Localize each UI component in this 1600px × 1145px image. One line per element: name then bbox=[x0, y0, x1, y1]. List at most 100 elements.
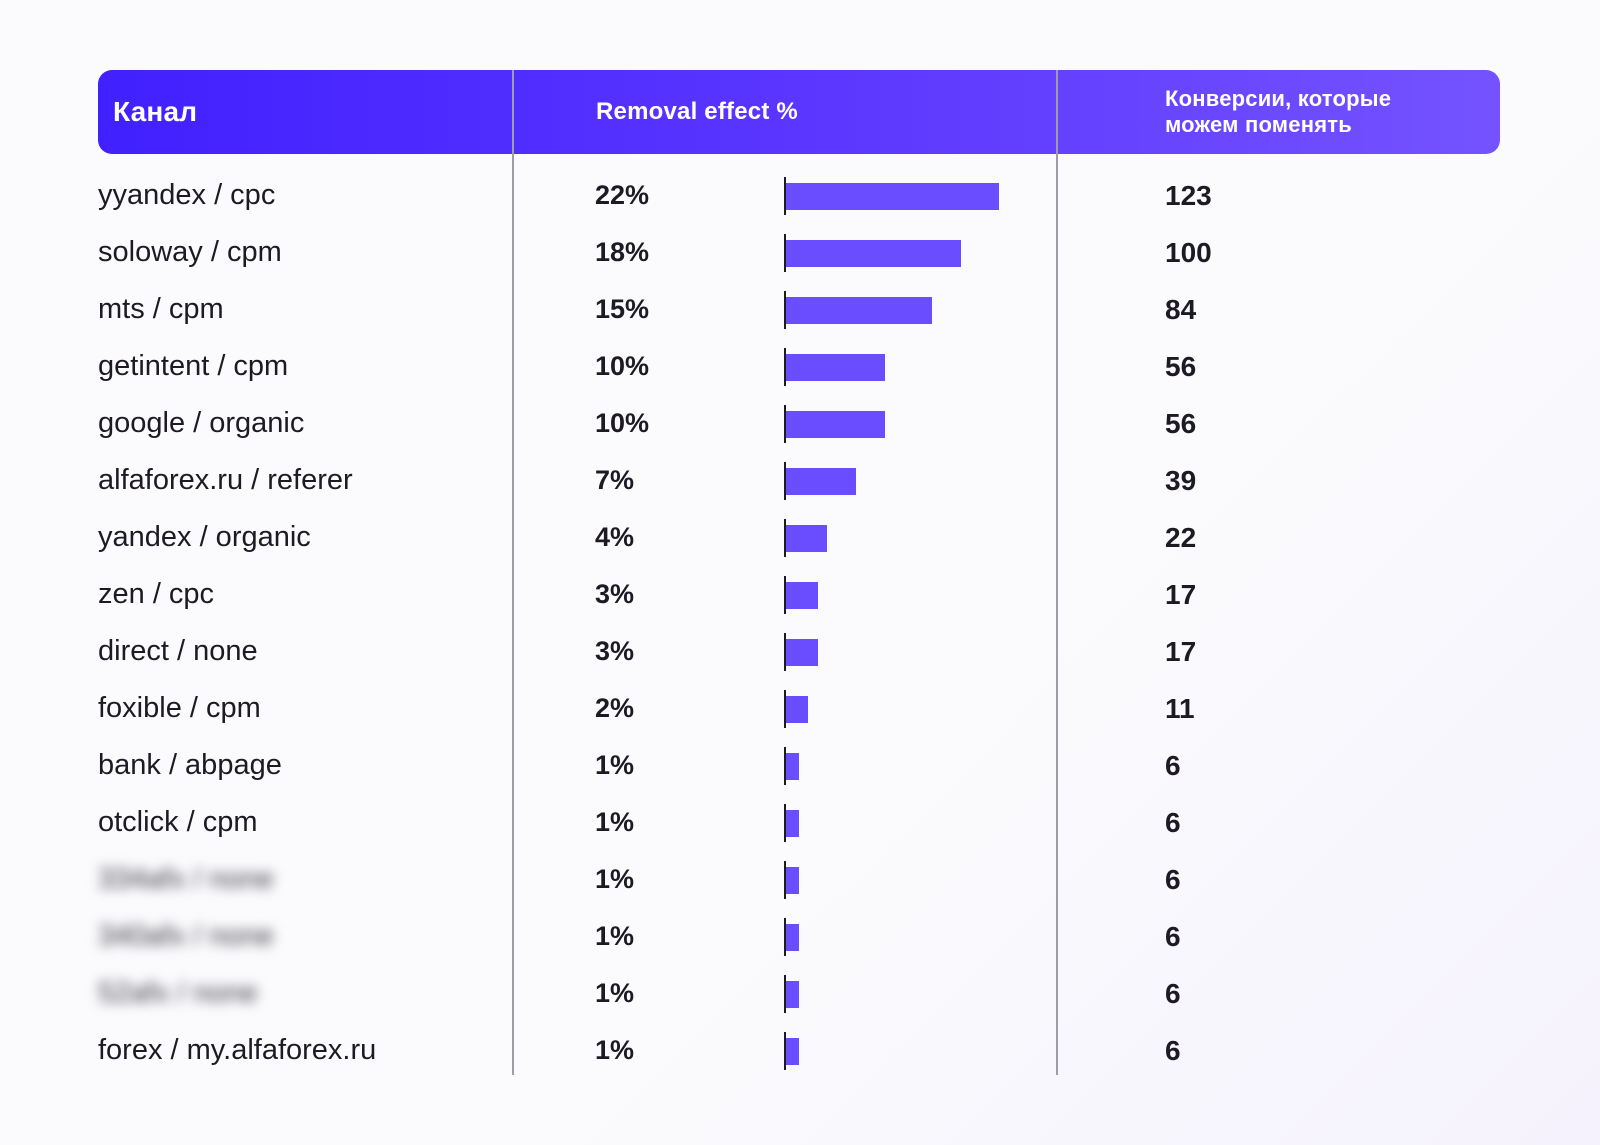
channel-label: mts / cpm bbox=[98, 293, 224, 325]
removal-effect-bar bbox=[786, 1038, 799, 1065]
channel-label: yandex / organic bbox=[98, 521, 311, 553]
removal-effect-bar bbox=[786, 867, 799, 894]
column-divider-right bbox=[1056, 70, 1058, 1075]
channel-label: 52afx / none bbox=[98, 977, 258, 1009]
removal-effect-label: 10% bbox=[595, 351, 650, 381]
bar-axis-line bbox=[784, 1032, 786, 1070]
removal-effect-bar bbox=[786, 810, 799, 837]
removal-effect-bar bbox=[786, 525, 827, 552]
conversions-value: 17 bbox=[1165, 636, 1197, 667]
removal-effect-label: 15% bbox=[595, 294, 650, 324]
removal-effect-label: 3% bbox=[595, 636, 635, 666]
bar-axis-line bbox=[784, 234, 786, 272]
removal-effect-label: 1% bbox=[595, 921, 635, 951]
table-row: google / organic 10% 56 bbox=[98, 395, 1500, 452]
table-row: zen / cpc 3% 17 bbox=[98, 566, 1500, 623]
conversions-value: 100 bbox=[1165, 237, 1212, 268]
header-conversions: Конверсии, которые можем поменять bbox=[1165, 86, 1392, 137]
bar-axis-line bbox=[784, 291, 786, 329]
channel-label: 334afx / none bbox=[98, 863, 274, 895]
removal-effect-bar bbox=[786, 639, 818, 666]
removal-effect-label: 22% bbox=[595, 180, 650, 210]
bar-axis-line bbox=[784, 405, 786, 443]
removal-effect-label: 1% bbox=[595, 1035, 635, 1065]
table-row: direct / none 3% 17 bbox=[98, 623, 1500, 680]
table-row: yandex / organic 4% 22 bbox=[98, 509, 1500, 566]
conversions-value: 56 bbox=[1165, 351, 1197, 382]
bar-axis-line bbox=[784, 633, 786, 671]
removal-effect-label: 2% bbox=[595, 693, 635, 723]
table-header: Канал Removal effect % Конверсии, которы… bbox=[98, 70, 1500, 154]
removal-effect-bar bbox=[786, 753, 799, 780]
conversions-value: 6 bbox=[1165, 864, 1181, 895]
bar-axis-line bbox=[784, 690, 786, 728]
bar-axis-line bbox=[784, 462, 786, 500]
channel-label: forex / my.alfaforex.ru bbox=[98, 1034, 377, 1066]
table-row: alfaforex.ru / referer 7% 39 bbox=[98, 452, 1500, 509]
channel-label: 340afx / none bbox=[98, 920, 274, 952]
table-row: 334afx / none 1% 6 bbox=[98, 851, 1500, 908]
conversions-value: 56 bbox=[1165, 408, 1197, 439]
removal-effect-table: Канал Removal effect % Конверсии, которы… bbox=[98, 70, 1500, 1075]
header-channel: Канал bbox=[113, 96, 198, 127]
bar-axis-line bbox=[784, 804, 786, 842]
table-row: 340afx / none 1% 6 bbox=[98, 908, 1500, 965]
channel-label: yyandex / cpc bbox=[98, 179, 276, 211]
removal-effect-label: 4% bbox=[595, 522, 635, 552]
table-row: bank / abpage 1% 6 bbox=[98, 737, 1500, 794]
removal-effect-label: 1% bbox=[595, 978, 635, 1008]
removal-effect-bar bbox=[786, 354, 885, 381]
bar-axis-line bbox=[784, 918, 786, 956]
removal-effect-label: 7% bbox=[595, 465, 635, 495]
removal-effect-bar bbox=[786, 468, 856, 495]
conversions-value: 6 bbox=[1165, 1035, 1181, 1066]
table-row: mts / cpm 15% 84 bbox=[98, 281, 1500, 338]
conversions-value: 6 bbox=[1165, 921, 1181, 952]
bar-axis-line bbox=[784, 747, 786, 785]
channel-label: otclick / cpm bbox=[98, 806, 258, 838]
removal-effect-bar bbox=[786, 924, 799, 951]
conversions-value: 84 bbox=[1165, 294, 1197, 325]
removal-effect-label: 1% bbox=[595, 864, 635, 894]
removal-effect-bar bbox=[786, 411, 885, 438]
channel-label: google / organic bbox=[98, 407, 305, 439]
channel-label: soloway / cpm bbox=[98, 236, 282, 268]
channel-label: foxible / cpm bbox=[98, 692, 261, 724]
channel-label: bank / abpage bbox=[98, 749, 282, 781]
removal-effect-label: 1% bbox=[595, 750, 635, 780]
removal-effect-bar bbox=[786, 297, 932, 324]
table-row: 52afx / none 1% 6 bbox=[98, 965, 1500, 1022]
removal-effect-bar bbox=[786, 582, 818, 609]
channel-label: alfaforex.ru / referer bbox=[98, 464, 353, 496]
channel-label: getintent / cpm bbox=[98, 350, 289, 382]
conversions-value: 6 bbox=[1165, 750, 1181, 781]
bar-axis-line bbox=[784, 861, 786, 899]
conversions-value: 39 bbox=[1165, 465, 1197, 496]
removal-effect-label: 3% bbox=[595, 579, 635, 609]
bar-axis-line bbox=[784, 177, 786, 215]
bar-axis-line bbox=[784, 576, 786, 614]
table-row: yyandex / cpc 22% 123 bbox=[98, 167, 1500, 224]
bar-axis-line bbox=[784, 348, 786, 386]
bar-axis-line bbox=[784, 975, 786, 1013]
conversions-value: 22 bbox=[1165, 522, 1197, 553]
removal-effect-bar bbox=[786, 240, 961, 267]
removal-effect-bar bbox=[786, 696, 808, 723]
removal-effect-label: 1% bbox=[595, 807, 635, 837]
removal-effect-label: 18% bbox=[595, 237, 650, 267]
table-row: foxible / cpm 2% 11 bbox=[98, 680, 1500, 737]
conversions-value: 123 bbox=[1165, 180, 1212, 211]
conversions-value: 11 bbox=[1165, 693, 1195, 724]
table-row: getintent / cpm 10% 56 bbox=[98, 338, 1500, 395]
bar-axis-line bbox=[784, 519, 786, 557]
conversions-value: 17 bbox=[1165, 579, 1197, 610]
removal-effect-label: 10% bbox=[595, 408, 650, 438]
conversions-value: 6 bbox=[1165, 978, 1181, 1009]
header-removal-effect: Removal effect % bbox=[596, 98, 798, 125]
conversions-value: 6 bbox=[1165, 807, 1181, 838]
table-row: soloway / cpm 18% 100 bbox=[98, 224, 1500, 281]
channel-label: direct / none bbox=[98, 635, 258, 667]
removal-effect-bar bbox=[786, 981, 799, 1008]
removal-effect-bar bbox=[786, 183, 999, 210]
